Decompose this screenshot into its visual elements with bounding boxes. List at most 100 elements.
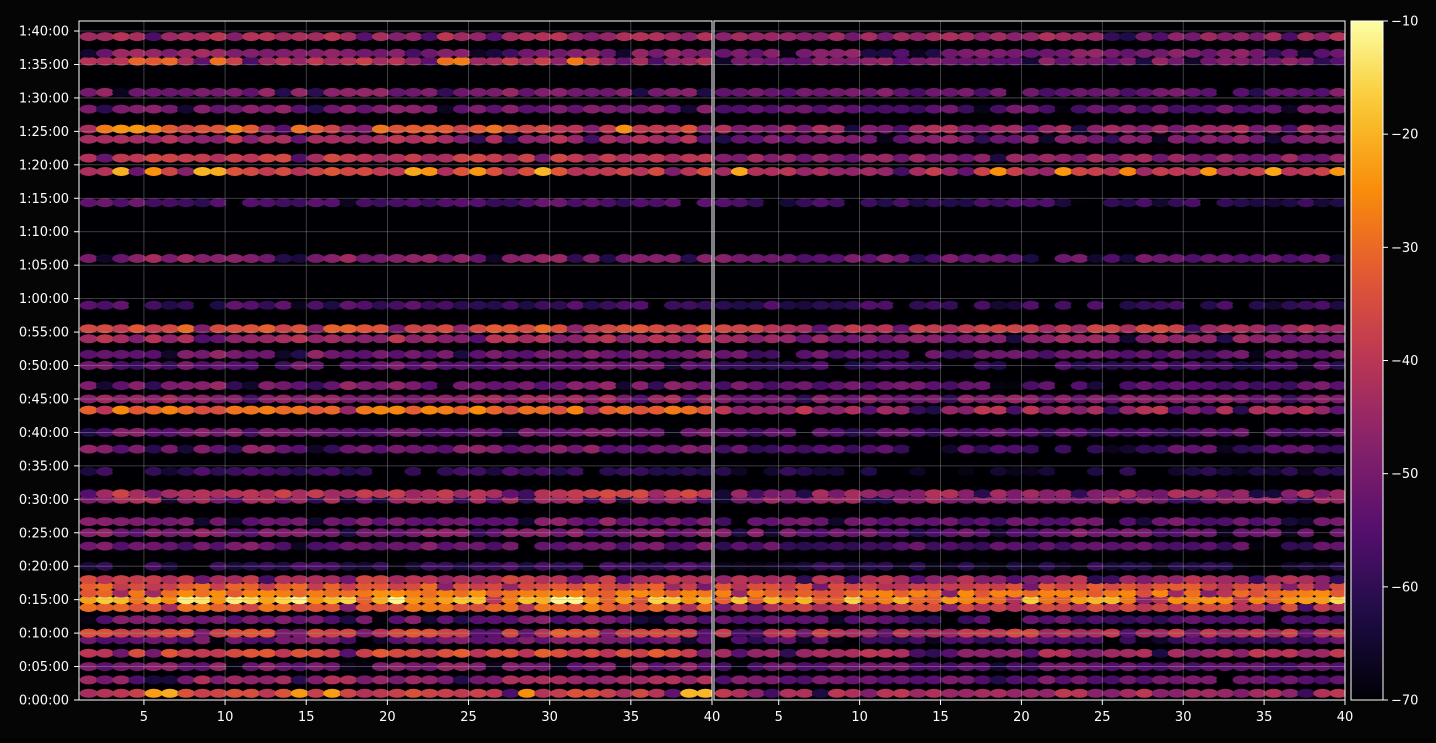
heatmap-cell <box>615 198 634 208</box>
heatmap-cell <box>973 541 992 551</box>
heatmap-cell <box>779 628 798 638</box>
heatmap-cell <box>177 300 196 310</box>
heatmap-cell <box>323 32 342 42</box>
heatmap-cell <box>714 427 733 437</box>
heatmap-cell <box>1264 581 1283 591</box>
heatmap-cell <box>973 334 992 344</box>
heatmap-cell <box>1038 124 1057 134</box>
heatmap-cell <box>1151 628 1170 638</box>
heatmap-cell <box>225 427 244 437</box>
heatmap-cell <box>1264 167 1283 176</box>
heatmap-cell <box>1119 334 1138 344</box>
heatmap-cell <box>1264 349 1283 359</box>
heatmap-cell <box>696 628 712 638</box>
heatmap-cell <box>404 528 423 538</box>
heatmap-cell <box>355 561 374 571</box>
heatmap-cell <box>1103 688 1121 698</box>
heatmap-cell <box>404 153 423 163</box>
heatmap-cell <box>957 675 976 685</box>
heatmap-cell <box>404 662 423 672</box>
heatmap-cell <box>518 662 536 672</box>
heatmap-cell <box>160 444 179 454</box>
heatmap-cell <box>828 444 846 454</box>
heatmap-cell <box>1005 575 1024 585</box>
heatmap-cell <box>860 466 879 476</box>
heatmap-cell <box>388 324 407 334</box>
heatmap-cell <box>1151 588 1170 598</box>
heatmap-cell <box>747 48 766 58</box>
heatmap-cell <box>323 561 342 571</box>
heatmap-cell <box>485 615 504 625</box>
heatmap-cell <box>485 334 504 344</box>
heatmap-cell <box>79 334 98 344</box>
heatmap-cell <box>1103 444 1121 454</box>
heatmap-cell <box>323 124 342 134</box>
heatmap-cell <box>582 588 601 598</box>
heatmap-cell <box>1183 167 1202 176</box>
heatmap-cell <box>1248 628 1267 638</box>
heatmap-cell <box>436 528 455 538</box>
heatmap-cell <box>1183 561 1202 571</box>
heatmap-cell <box>144 349 163 359</box>
heatmap-cell <box>1022 361 1041 370</box>
heatmap-cell <box>714 300 733 310</box>
heatmap-cell <box>1086 517 1105 527</box>
heatmap-cell <box>1151 675 1170 685</box>
heatmap-cell <box>1183 254 1202 263</box>
heatmap-cell <box>1216 688 1235 698</box>
heatmap-cell <box>925 635 943 645</box>
heatmap-cell <box>582 517 601 527</box>
heatmap-cell <box>420 48 439 58</box>
heatmap-cell <box>112 635 131 645</box>
heatmap-cell <box>566 361 585 370</box>
heatmap-cell <box>160 466 179 476</box>
heatmap-cell <box>1054 581 1073 591</box>
heatmap-cell <box>420 675 439 685</box>
heatmap-cell <box>453 56 471 66</box>
heatmap-cell <box>79 153 98 163</box>
heatmap-cell <box>795 444 814 454</box>
heatmap-cell <box>96 688 114 698</box>
heatmap-cell <box>941 603 960 612</box>
heatmap-cell <box>290 124 309 134</box>
heatmap-cell <box>1086 254 1105 263</box>
heatmap-cell <box>582 648 601 658</box>
heatmap-cell <box>1119 603 1138 612</box>
heatmap-cell <box>193 628 212 638</box>
heatmap-cell <box>647 48 666 58</box>
heatmap-cell <box>582 104 601 114</box>
heatmap-cell <box>339 361 358 370</box>
heatmap-cell <box>811 541 830 551</box>
heatmap-cell <box>860 575 879 585</box>
heatmap-cell <box>420 603 439 612</box>
heatmap-cell <box>290 405 309 415</box>
heatmap-cell <box>1167 381 1186 391</box>
heatmap-cell <box>795 32 814 42</box>
heatmap-cell <box>193 648 212 658</box>
heatmap-cell <box>339 32 358 42</box>
heatmap-cell <box>844 675 863 685</box>
heatmap-cell <box>469 561 488 571</box>
x-tick-label: 10 <box>851 710 868 725</box>
heatmap-cell <box>388 334 407 344</box>
heatmap-cell <box>160 575 179 585</box>
heatmap-cell <box>989 588 1008 598</box>
heatmap-cell <box>371 635 390 645</box>
colorbar: −10−20−30−40−50−60−70 <box>1350 15 1418 709</box>
heatmap-cell <box>795 349 814 359</box>
heatmap-cell <box>1297 361 1316 370</box>
heatmap-cell <box>664 427 682 437</box>
heatmap-cell <box>225 153 244 163</box>
heatmap-cell <box>1281 444 1299 454</box>
heatmap-cell <box>420 361 439 370</box>
heatmap-cell <box>1297 662 1316 672</box>
heatmap-cell <box>534 124 553 134</box>
heatmap-cell <box>1200 32 1219 42</box>
heatmap-cell <box>582 615 601 625</box>
heatmap-cell <box>1054 466 1073 476</box>
heatmap-cell <box>420 628 439 638</box>
heatmap-cell <box>404 489 423 499</box>
heatmap-cell <box>696 87 712 97</box>
heatmap-cell <box>714 541 733 551</box>
heatmap-cell <box>193 675 212 685</box>
